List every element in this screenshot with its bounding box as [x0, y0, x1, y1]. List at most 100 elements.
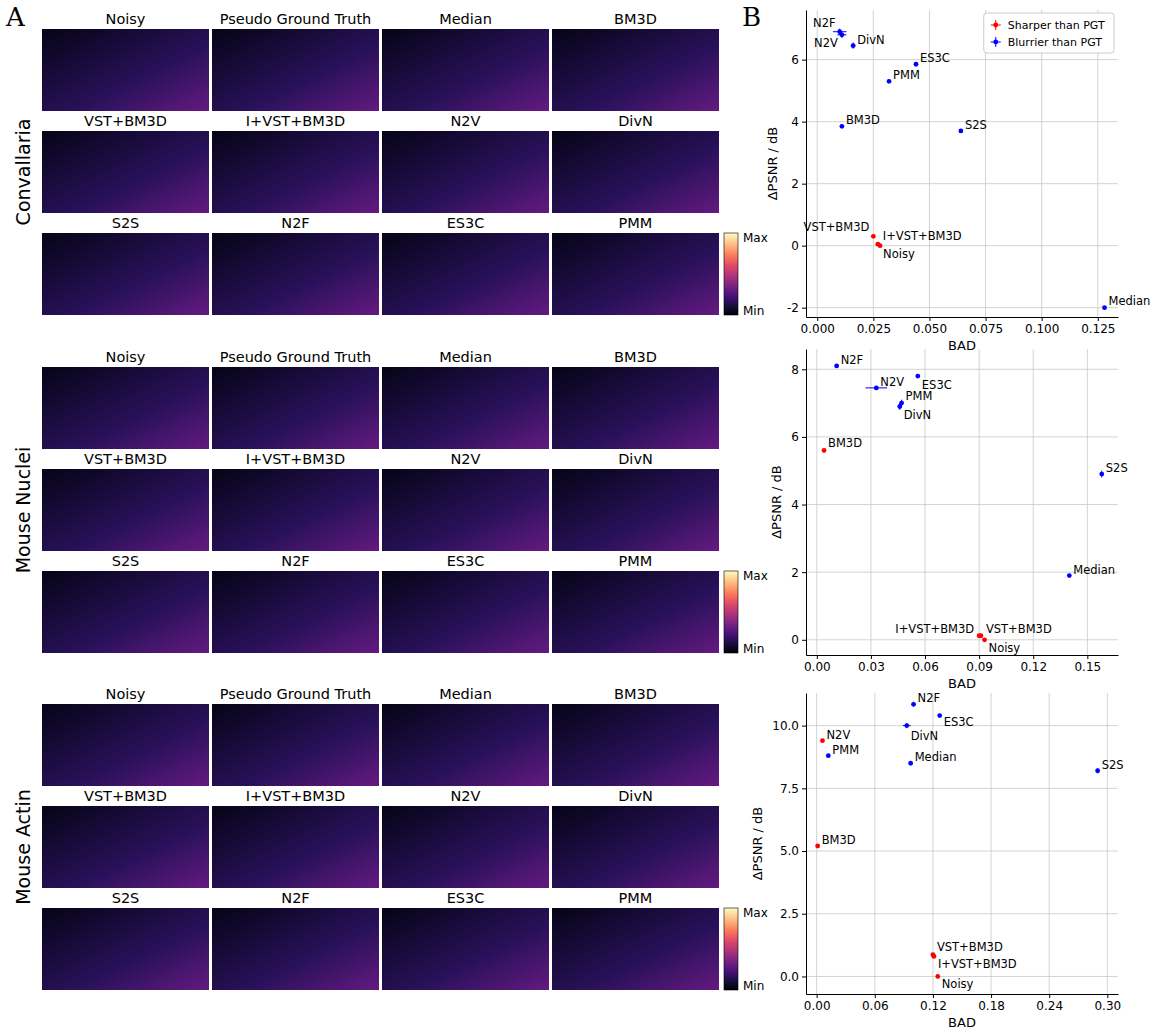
image-placeholder	[382, 469, 549, 551]
point-label: N2V	[814, 36, 838, 50]
image-title: S2S	[112, 215, 140, 231]
tick: 0.050	[913, 317, 947, 336]
image-placeholder	[382, 704, 549, 786]
image-title: I+VST+BM3D	[246, 451, 345, 467]
tick: 0.06	[862, 994, 889, 1013]
tick: 0.100	[1025, 317, 1059, 336]
tick-label: 0.03	[858, 660, 885, 674]
grid-line	[806, 369, 1118, 370]
tick-mark	[802, 308, 806, 309]
marks	[833, 29, 1107, 310]
legend-item: Blurrier than PGT	[991, 36, 1103, 49]
image-title: N2V	[451, 113, 481, 129]
tick-label: 0.24	[1036, 999, 1063, 1013]
image-placeholder	[382, 131, 549, 213]
point-label: S2S	[965, 118, 987, 132]
tick-mark	[802, 60, 806, 61]
image-title: Pseudo Ground Truth	[220, 349, 372, 365]
tick-label: 0.12	[1020, 660, 1047, 674]
tick: 0.30	[1094, 994, 1121, 1013]
tick: 0.06	[912, 655, 939, 674]
point	[874, 385, 879, 390]
legend-marker	[993, 40, 998, 45]
tick-label: 0.0	[780, 970, 799, 984]
image-placeholder	[212, 571, 379, 653]
point	[815, 844, 820, 849]
image-placeholder	[212, 469, 379, 551]
tick-label: 0.06	[862, 999, 889, 1013]
point-labels: VST+BM3DI+VST+BM3DNoisyN2FN2VDivNES3CPMM…	[804, 16, 1151, 308]
image-placeholder	[552, 704, 719, 786]
tick-label: 4	[791, 498, 799, 512]
point	[979, 633, 984, 638]
image-placeholder	[552, 131, 719, 213]
point	[904, 723, 909, 728]
image-placeholder	[42, 806, 209, 888]
tick: 0	[791, 633, 806, 647]
tick-label: 0.00	[804, 660, 831, 674]
image-placeholder	[552, 367, 719, 449]
tick-mark	[802, 726, 806, 727]
chart: 0.000.060.120.180.240.300.02.55.07.510.0…	[750, 691, 1123, 1029]
tick-label: 0	[791, 633, 799, 647]
point	[935, 974, 940, 979]
grid-line	[1097, 10, 1098, 317]
point	[982, 637, 987, 642]
tick-mark	[1049, 994, 1050, 998]
tick-mark	[929, 317, 930, 321]
image-placeholder	[552, 571, 719, 653]
point	[834, 364, 839, 369]
x-axis: 0.000.060.120.180.240.30	[804, 994, 1121, 1013]
tick-mark	[802, 184, 806, 185]
image-title: N2F	[281, 215, 309, 231]
point	[1099, 472, 1104, 477]
marks	[822, 364, 1105, 643]
tick-label: 6	[791, 53, 799, 67]
point-label: PMM	[832, 743, 859, 757]
image-title: DivN	[618, 113, 653, 129]
tick-mark	[1107, 994, 1108, 998]
tick: 2	[791, 177, 806, 191]
point-label: Median	[1073, 563, 1115, 577]
tick: 0.125	[1081, 317, 1115, 336]
image-title: PMM	[619, 215, 653, 231]
tick-label: -2	[787, 301, 799, 315]
image-placeholder	[382, 806, 549, 888]
axis-line	[806, 11, 807, 318]
grid-line	[806, 913, 1118, 914]
grid-line	[806, 504, 1118, 505]
tick-mark	[933, 994, 934, 998]
point	[840, 32, 845, 37]
image-placeholder	[42, 704, 209, 786]
tick-mark	[986, 317, 987, 321]
point	[871, 234, 876, 239]
image-title: Median	[439, 349, 492, 365]
grid-line	[1107, 693, 1108, 994]
tick-mark	[802, 914, 806, 915]
axis-line	[807, 655, 1119, 656]
tick-label: 0.09	[966, 660, 993, 674]
tick: 4	[791, 498, 806, 512]
tick-label: 2.5	[780, 907, 799, 921]
image-title: Noisy	[106, 11, 146, 27]
image-title: N2V	[451, 788, 481, 804]
grid-line	[816, 349, 817, 655]
axis-line	[807, 317, 1119, 318]
grid-line	[985, 10, 986, 317]
row-name: Mouse Actin	[12, 789, 34, 905]
point-label: PMM	[893, 68, 920, 82]
tick-label: 5.0	[780, 844, 799, 858]
grid	[806, 349, 1118, 655]
tick-label: 0.050	[913, 322, 947, 336]
image-title: VST+BM3D	[84, 788, 167, 804]
grid-line	[1087, 349, 1088, 655]
point	[820, 738, 825, 743]
legend-box	[984, 13, 1114, 53]
tick-mark	[1033, 655, 1034, 659]
colorbar-label: Min	[743, 304, 764, 318]
image-placeholder	[42, 233, 209, 315]
image-placeholder	[42, 571, 209, 653]
image-title: Pseudo Ground Truth	[220, 686, 372, 702]
tick: 10.0	[772, 719, 806, 733]
image-placeholder	[42, 29, 209, 111]
